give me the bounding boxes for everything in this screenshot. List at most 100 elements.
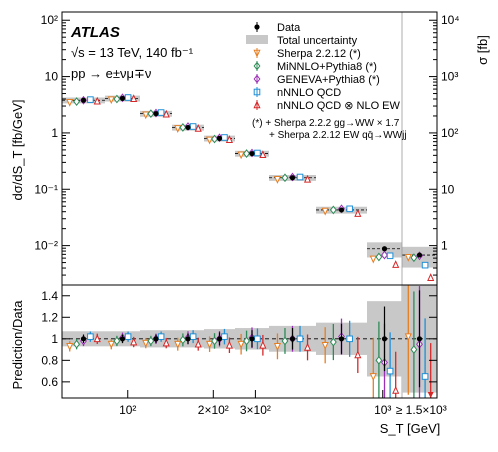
- ratio-data-point: [216, 336, 223, 342]
- ratio-prediction-point: [189, 333, 197, 340]
- ratio-prediction-point: [225, 340, 233, 349]
- ratio-prediction-point: [404, 333, 412, 342]
- y-tick-label: 10: [45, 70, 59, 84]
- prediction-point: [303, 174, 312, 183]
- ratio-prediction-point: [179, 335, 187, 345]
- prediction-point: [296, 173, 304, 181]
- prediction-point: [225, 135, 233, 143]
- ratio-data-point: [381, 336, 388, 342]
- ratio-prediction-point: [243, 336, 250, 346]
- prediction-point: [162, 109, 170, 118]
- ratio-prediction-point: [206, 340, 214, 349]
- ratio-data-point: [249, 336, 255, 342]
- prediction-point: [346, 205, 353, 213]
- prediction-point: [329, 205, 337, 215]
- data-point: [338, 207, 345, 213]
- ratio-prediction-point: [162, 338, 170, 347]
- data-point: [289, 175, 296, 181]
- prediction-point: [254, 149, 261, 157]
- ratio-prediction-point: [392, 385, 400, 394]
- prediction-point: [130, 94, 138, 102]
- ratio-prediction-point: [211, 336, 218, 346]
- y-right-axis-label: σ [fb]: [475, 35, 490, 65]
- x-tick-label: 3×10²: [240, 403, 271, 417]
- prediction-point: [410, 253, 418, 263]
- y-right-tick-label: 10⁴: [441, 13, 460, 27]
- prediction-point: [66, 98, 74, 107]
- prediction-point: [73, 97, 81, 106]
- prediction-point: [386, 252, 394, 260]
- prediction-point: [93, 96, 101, 105]
- prediction-point: [189, 123, 197, 130]
- prediction-point: [174, 125, 182, 133]
- x-tick-label: 2×10²: [198, 403, 229, 417]
- prediction-point: [147, 109, 155, 119]
- data-point: [153, 111, 159, 117]
- prediction-point: [142, 111, 150, 120]
- ratio-prediction-point: [124, 333, 132, 340]
- data-point: [416, 252, 423, 258]
- x-axis-label: S_T [GeV]: [380, 421, 440, 436]
- ratio-prediction-point: [237, 340, 245, 349]
- ratio-prediction-point: [87, 333, 94, 340]
- prediction-point: [206, 136, 214, 145]
- prediction-point: [421, 261, 429, 269]
- prediction-point: [113, 94, 121, 104]
- ratio-y-tick-label: 1.4: [41, 289, 58, 303]
- ratio-prediction-point: [354, 350, 362, 359]
- prediction-point: [375, 252, 383, 262]
- legend-label: MiNNLO+Pythia8 (*): [277, 61, 377, 73]
- prediction-point: [221, 134, 228, 141]
- ratio-data-point: [153, 336, 159, 342]
- ratio-prediction-point: [346, 335, 353, 343]
- data-point: [381, 246, 388, 252]
- ratio-prediction-point: [142, 339, 150, 348]
- ratio-data-point: [185, 336, 191, 342]
- ratio-y-tick-label: 0.8: [41, 353, 58, 367]
- y-right-tick-label: 10³: [441, 70, 458, 84]
- legend-swatch: [246, 35, 268, 44]
- energy-lumi-label: √s = 13 TeV, 140 fb⁻¹: [71, 45, 194, 60]
- prediction-point: [124, 94, 132, 101]
- prediction-point: [281, 173, 289, 183]
- prediction-point: [87, 96, 94, 103]
- ratio-data-point: [416, 336, 423, 342]
- ratio-prediction-point: [281, 336, 289, 346]
- ratio-prediction-point: [157, 333, 165, 340]
- ratio-prediction-point: [421, 373, 429, 380]
- prediction-point: [369, 255, 377, 264]
- prediction-point: [179, 123, 187, 132]
- data-point: [80, 97, 87, 103]
- data-point: [216, 135, 223, 141]
- ratio-y-tick-label: 1.2: [41, 310, 58, 324]
- prediction-point: [107, 96, 115, 105]
- ratio-prediction-point: [303, 342, 312, 351]
- data-point: [119, 95, 126, 101]
- prediction-point: [404, 254, 412, 262]
- ratio-prediction-point: [369, 373, 377, 381]
- y-tick-label: 10²: [41, 13, 58, 27]
- prediction-point: [354, 209, 362, 217]
- ratio-out-of-range-arrow: [427, 392, 434, 398]
- prediction-point: [259, 150, 267, 159]
- ratio-data-point: [338, 336, 345, 342]
- ratio-prediction-point: [147, 336, 155, 346]
- legend-label: Data: [277, 22, 301, 34]
- ratio-prediction-point: [273, 343, 282, 351]
- ratio-panel-frame: [61, 284, 438, 399]
- legend-label: nNNLO QCD: [277, 87, 341, 99]
- prediction-point: [321, 207, 329, 216]
- ratio-data-point: [119, 336, 126, 342]
- prediction-point: [273, 176, 282, 184]
- legend-label: nNNLO QCD ⊗ NLO EW: [277, 100, 401, 112]
- ratio-prediction-point: [93, 334, 101, 343]
- data-point: [185, 124, 191, 131]
- y-axis-label: dσ/dS_T [fb/GeV]: [10, 99, 25, 200]
- y-tick-label: 10⁻²: [34, 239, 58, 253]
- legend-label: Sherpa 2.2.12 (*): [277, 48, 361, 60]
- y-tick-label: 1: [51, 126, 58, 140]
- y-right-tick-label: 10²: [441, 126, 458, 140]
- ratio-prediction-point: [174, 340, 182, 349]
